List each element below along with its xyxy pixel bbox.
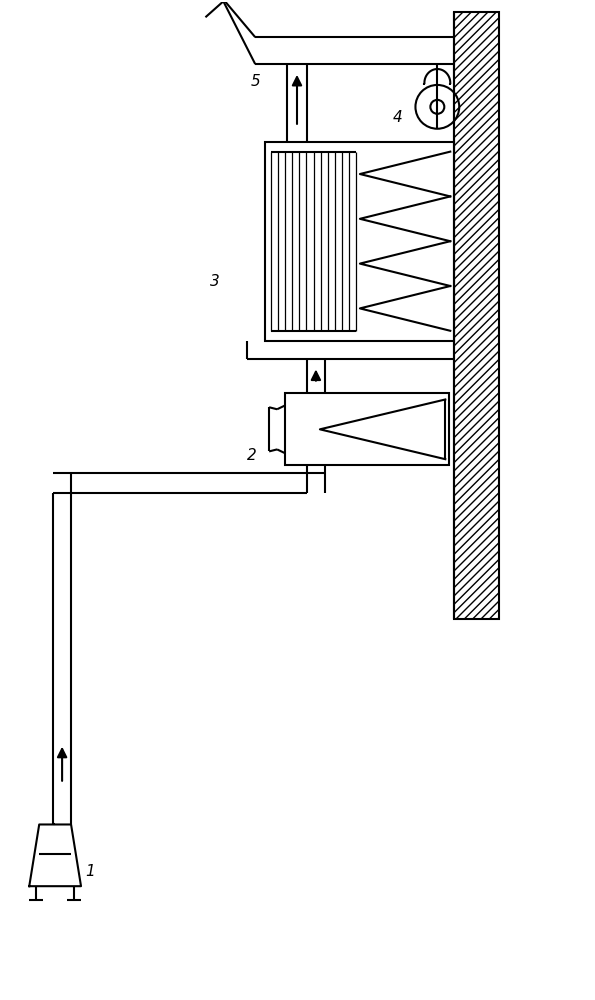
Text: 1: 1 (85, 864, 95, 879)
Bar (285, 393, 449, 465)
Text: 5: 5 (250, 74, 260, 89)
Text: 4: 4 (393, 110, 402, 125)
Bar (265, 142, 454, 341)
Text: 3: 3 (211, 274, 220, 289)
Text: 2: 2 (248, 448, 257, 463)
Bar (454, 12, 499, 619)
